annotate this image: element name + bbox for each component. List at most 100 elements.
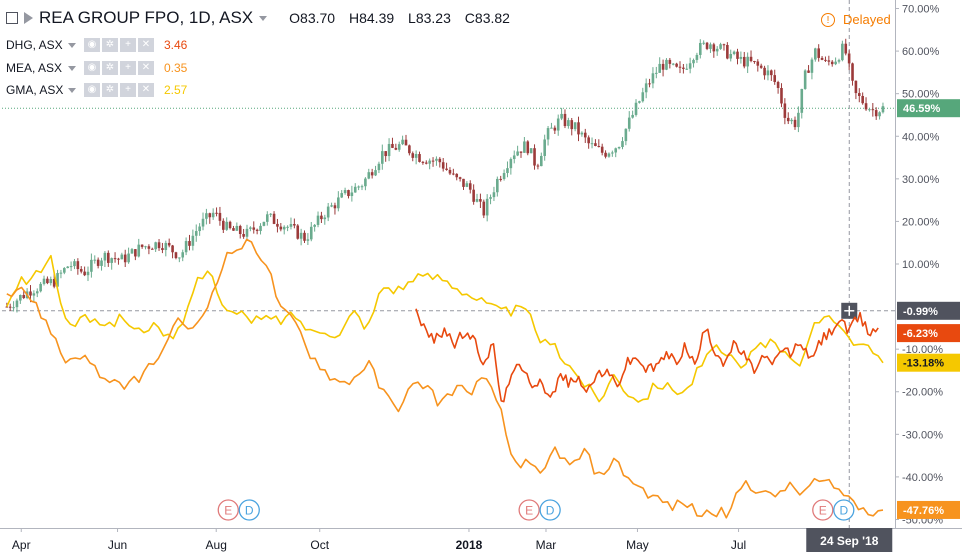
candle-body bbox=[32, 293, 36, 296]
plus-icon[interactable]: + bbox=[120, 38, 136, 52]
candle-body bbox=[343, 190, 347, 194]
candle-body bbox=[394, 147, 398, 150]
candle-body bbox=[364, 178, 367, 187]
candle-body bbox=[367, 172, 371, 179]
candle-body bbox=[766, 70, 770, 76]
chevron-down-icon[interactable] bbox=[259, 15, 268, 21]
candle-body bbox=[309, 226, 313, 240]
cursor-date-bg bbox=[806, 528, 893, 552]
candle-body bbox=[489, 197, 492, 199]
candle-body bbox=[688, 63, 692, 69]
candle-body bbox=[614, 148, 618, 153]
candle-body bbox=[103, 252, 107, 261]
chevron-down-icon[interactable] bbox=[68, 65, 76, 71]
candle-body bbox=[252, 227, 256, 230]
candle-body bbox=[49, 279, 53, 284]
candle-body bbox=[320, 215, 323, 220]
candle-body bbox=[374, 170, 377, 176]
candle-body bbox=[753, 61, 756, 63]
candle-body bbox=[468, 183, 472, 190]
candle-body bbox=[215, 212, 218, 214]
dhg-series-line bbox=[415, 308, 879, 403]
candle-body bbox=[793, 119, 797, 128]
candle-body bbox=[539, 155, 543, 167]
candle-body bbox=[705, 42, 709, 49]
candle-body bbox=[678, 66, 682, 68]
candle-body bbox=[201, 218, 205, 227]
symbol-title[interactable]: REA GROUP FPO, 1D, ASX bbox=[39, 8, 254, 27]
candle-body bbox=[353, 186, 357, 193]
candle-body bbox=[52, 279, 56, 287]
compare-value: 2.57 bbox=[164, 83, 188, 97]
close-icon[interactable]: ✕ bbox=[138, 38, 154, 52]
candle-body bbox=[299, 232, 303, 239]
candle-body bbox=[438, 158, 442, 163]
candle-body bbox=[19, 294, 22, 301]
candle-body bbox=[140, 244, 144, 247]
candle-body bbox=[482, 201, 486, 216]
candle-body bbox=[783, 103, 787, 118]
compare-symbol[interactable]: GMA, ASX bbox=[6, 83, 64, 97]
candle-body bbox=[79, 269, 83, 272]
candle-body bbox=[262, 221, 266, 226]
candle-body bbox=[150, 248, 154, 250]
gear-icon[interactable]: ✲ bbox=[102, 83, 118, 97]
baseline-value-label-bg bbox=[897, 301, 960, 320]
chevron-down-icon[interactable] bbox=[68, 42, 76, 48]
eye-icon[interactable]: ◉ bbox=[84, 38, 100, 52]
gear-icon[interactable]: ✲ bbox=[102, 61, 118, 75]
candle-body bbox=[773, 75, 777, 82]
candle-body bbox=[834, 61, 837, 65]
plus-icon[interactable]: + bbox=[120, 83, 136, 97]
candle-body bbox=[259, 225, 262, 231]
candle-body bbox=[695, 54, 699, 60]
candle-body bbox=[800, 88, 804, 113]
candle-body bbox=[577, 122, 580, 135]
eye-icon[interactable]: ◉ bbox=[84, 83, 100, 97]
gma-last-label-bg bbox=[897, 353, 960, 372]
dividend-marker bbox=[539, 499, 561, 521]
candle-body bbox=[847, 53, 851, 64]
candle-body bbox=[144, 246, 147, 248]
high-key: H bbox=[348, 10, 360, 26]
candle-body bbox=[634, 102, 638, 115]
gear-icon[interactable]: ✲ bbox=[102, 38, 118, 52]
candle-body bbox=[39, 283, 42, 292]
candle-body bbox=[63, 268, 66, 273]
close-icon[interactable]: ✕ bbox=[138, 83, 154, 97]
compare-symbol[interactable]: DHG, ASX bbox=[6, 38, 63, 52]
candle-body bbox=[232, 228, 235, 231]
collapse-icon[interactable] bbox=[6, 12, 18, 24]
candle-body bbox=[597, 145, 601, 147]
candle-body bbox=[594, 143, 597, 146]
candle-body bbox=[485, 198, 489, 216]
candle-body bbox=[776, 81, 780, 88]
candle-body bbox=[648, 83, 651, 85]
x-tick-label: Jul bbox=[731, 538, 746, 552]
flag-icon[interactable] bbox=[24, 12, 33, 24]
compare-symbol[interactable]: MEA, ASX bbox=[6, 61, 63, 75]
candle-body bbox=[868, 109, 871, 111]
candle-body bbox=[546, 128, 550, 140]
candle-body bbox=[452, 173, 455, 175]
candle-body bbox=[685, 68, 689, 70]
plus-icon[interactable]: + bbox=[120, 61, 136, 75]
chevron-down-icon[interactable] bbox=[68, 87, 76, 93]
candle-body bbox=[306, 239, 310, 241]
candle-body bbox=[600, 146, 604, 153]
candle-body bbox=[759, 65, 763, 68]
delayed-indicator[interactable]: ! Delayed bbox=[821, 12, 891, 27]
delayed-label: Delayed bbox=[843, 12, 891, 27]
candle-body bbox=[198, 226, 201, 232]
y-tick-label: 30.00% bbox=[902, 174, 940, 186]
candle-body bbox=[286, 226, 289, 228]
candle-body bbox=[516, 151, 519, 156]
candle-body bbox=[134, 249, 137, 257]
candle-body bbox=[790, 119, 793, 122]
candle-body bbox=[86, 271, 90, 276]
candle-body bbox=[726, 44, 729, 59]
gma-series-line bbox=[6, 254, 884, 403]
close-icon[interactable]: ✕ bbox=[138, 61, 154, 75]
eye-icon[interactable]: ◉ bbox=[84, 61, 100, 75]
